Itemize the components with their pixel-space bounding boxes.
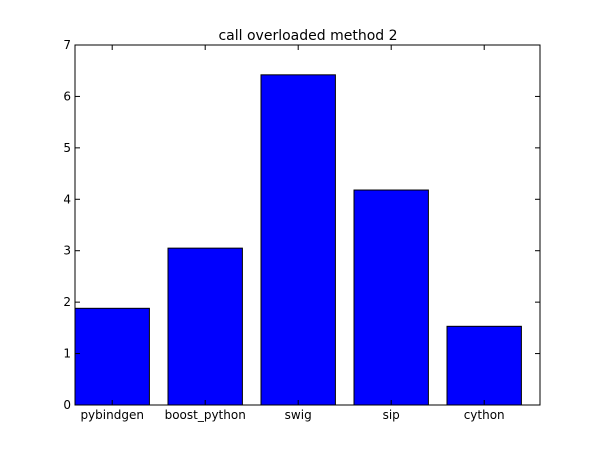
chart-title: call overloaded method 2 (218, 28, 397, 44)
x-tick-label: pybindgen (80, 408, 144, 422)
y-tick-label: 5 (63, 141, 71, 155)
y-tick-label: 3 (63, 244, 71, 258)
bars-layer (74, 74, 522, 406)
x-tick-label: cython (464, 408, 505, 422)
y-tick-label: 2 (63, 295, 71, 309)
bar-pybindgen (74, 307, 150, 406)
ticks-layer (75, 44, 540, 406)
x-tick-label: sip (383, 408, 400, 422)
x-tick-label: boost_python (165, 408, 246, 422)
bar-cython (446, 325, 522, 406)
y-tick-label: 7 (63, 38, 71, 52)
bar-sip (353, 189, 429, 406)
labels-layer: 0 1 2 3 4 5 6 7 pybindgen boost_python swig sip cyth… (63, 38, 504, 422)
bar-swig (260, 74, 336, 406)
y-tick-label: 0 (63, 398, 71, 412)
x-tick-label: swig (285, 408, 312, 422)
y-tick-label: 6 (63, 89, 71, 103)
y-tick-label: 4 (63, 192, 71, 206)
bar-boost-python (167, 247, 243, 406)
y-tick-label: 1 (63, 347, 71, 361)
